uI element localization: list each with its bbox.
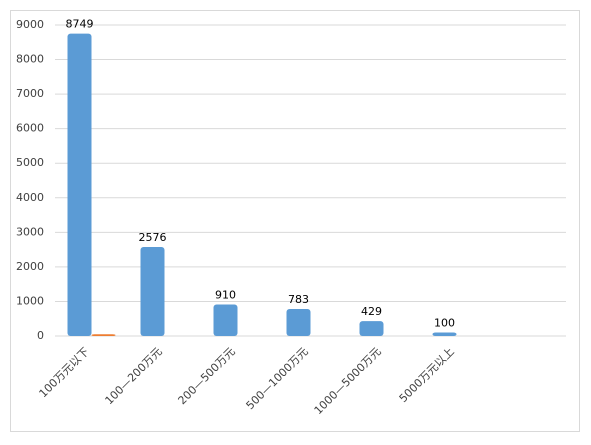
bar bbox=[213, 304, 238, 336]
bar bbox=[432, 332, 457, 336]
y-tick-label: 0 bbox=[37, 329, 44, 342]
bar bbox=[359, 321, 384, 336]
y-tick-label: 1000 bbox=[16, 294, 44, 307]
y-tick-label: 7000 bbox=[16, 87, 44, 100]
y-tick-label: 3000 bbox=[16, 225, 44, 238]
data-label: 100 bbox=[434, 317, 455, 330]
y-tick-label: 4000 bbox=[16, 191, 44, 204]
data-label: 429 bbox=[361, 305, 382, 318]
bar bbox=[67, 33, 92, 337]
y-tick-label: 6000 bbox=[16, 122, 44, 135]
bar bbox=[286, 308, 311, 336]
y-tick-label: 2000 bbox=[16, 260, 44, 273]
data-label: 8749 bbox=[66, 18, 94, 31]
data-label: 910 bbox=[215, 289, 236, 302]
data-label: 2576 bbox=[139, 231, 167, 244]
bar bbox=[91, 334, 116, 336]
data-label: 783 bbox=[288, 293, 309, 306]
y-tick-label: 9000 bbox=[16, 18, 44, 31]
chart-border bbox=[10, 10, 580, 432]
y-tick-label: 8000 bbox=[16, 53, 44, 66]
bar bbox=[140, 246, 165, 336]
y-tick-label: 5000 bbox=[16, 156, 44, 169]
